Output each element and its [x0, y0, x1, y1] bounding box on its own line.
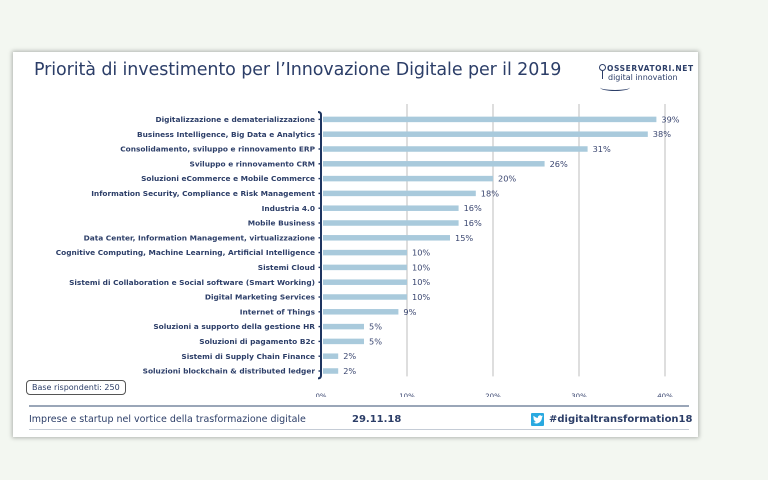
footer-date: 29.11.18 [352, 414, 402, 425]
footer-bottom-rule [29, 429, 689, 430]
x-tick-label: 30% [571, 392, 587, 397]
bar [323, 205, 459, 211]
value-label: 16% [464, 218, 482, 228]
value-label: 10% [412, 248, 430, 258]
slide-title: Priorità di investimento per l’Innovazio… [34, 60, 562, 80]
category-label: Soluzioni di pagamento B2c [199, 337, 315, 346]
value-label: 5% [369, 336, 382, 346]
logo-line1: OSSERVATORI.NET [607, 64, 694, 73]
value-label: 18% [481, 188, 499, 198]
value-label: 39% [661, 114, 679, 124]
bar [323, 131, 648, 137]
location-pin-stem [601, 71, 603, 79]
bar-chart: Digitalizzazione e dematerializzazione Bu… [56, 104, 680, 397]
x-tick-labels: 0% 10% 20% 30% 40% [315, 392, 673, 397]
bar [323, 175, 493, 182]
category-label: Internet of Things [240, 307, 316, 316]
value-label: 5% [369, 322, 382, 332]
category-label: Sistemi di Collaboration e Social softwa… [69, 278, 315, 287]
value-label: 20% [498, 174, 516, 184]
bar [323, 161, 545, 167]
value-label: 38% [653, 129, 671, 139]
category-label: Information Security, Compliance e Risk … [91, 189, 315, 198]
x-tick-label: 10% [399, 392, 415, 397]
logo-swoosh-icon [600, 84, 630, 91]
bar [323, 353, 339, 359]
category-label: Data Center, Information Management, vir… [84, 233, 315, 242]
category-label: Digitalizzazione e dematerializzazione [155, 115, 315, 124]
bar [323, 116, 657, 123]
x-tick-label: 20% [485, 392, 501, 397]
category-labels: Digitalizzazione e dematerializzazione Bu… [56, 115, 316, 376]
category-label: Digital Marketing Services [205, 293, 316, 302]
x-tick-label: 0% [315, 392, 326, 397]
value-label: 16% [464, 203, 482, 213]
value-label: 10% [412, 292, 430, 302]
bar [323, 235, 450, 241]
logo-line2: digital innovation [608, 73, 678, 82]
value-label: 31% [593, 144, 611, 154]
bar [323, 294, 407, 300]
bars [323, 116, 657, 374]
value-labels: 39% 38% 31% 26% 20% 18% 16% 16% 15% 10% 10% 10% 10% 9… [343, 114, 680, 376]
value-label: 10% [412, 262, 430, 272]
category-label: Soluzioni a supporto della gestione HR [153, 322, 315, 331]
footer-text: Imprese e startup nel vortice della tras… [29, 414, 306, 425]
slide: Priorità di investimento per l’Innovazio… [13, 52, 698, 437]
value-label: 10% [412, 277, 430, 287]
value-label: 2% [343, 366, 356, 376]
location-pin-icon [599, 64, 606, 71]
category-label: Soluzioni eCommerce e Mobile Commerce [141, 174, 315, 183]
twitter-icon[interactable] [531, 413, 544, 426]
category-label: Sistemi Cloud [258, 263, 315, 272]
value-label: 15% [455, 233, 473, 243]
bar [323, 309, 399, 315]
bar [323, 190, 476, 197]
value-label: 9% [403, 307, 416, 317]
bar [323, 264, 407, 271]
hashtag-link[interactable]: #digitaltransformation18 [549, 414, 693, 425]
osservatori-logo: OSSERVATORI.NET digital innovation [597, 63, 697, 95]
category-label: Sviluppo e rinnovamento CRM [190, 159, 316, 168]
category-label: Soluzioni blockchain & distributed ledge… [143, 367, 316, 376]
bar [323, 368, 339, 374]
category-label: Consolidamento, sviluppo e rinnovamento … [120, 145, 315, 154]
value-label: 26% [550, 159, 568, 169]
footer-divider [29, 405, 689, 407]
category-label: Cognitive Computing, Machine Learning, A… [56, 248, 315, 257]
y-axis-line [317, 111, 322, 380]
category-label: Industria 4.0 [262, 204, 315, 213]
bar [323, 146, 588, 152]
bar [323, 323, 364, 330]
category-label: Business Intelligence, Big Data e Analyt… [137, 130, 316, 139]
bar [323, 249, 407, 256]
bar [323, 338, 364, 345]
category-label: Mobile Business [248, 219, 316, 228]
x-tick-label: 40% [657, 392, 673, 397]
base-respondents-note: Base rispondenti: 250 [26, 380, 126, 395]
category-label: Sistemi di Supply Chain Finance [181, 352, 315, 361]
bar [323, 220, 459, 226]
y-axis [317, 111, 322, 380]
bar [323, 279, 407, 285]
value-label: 2% [343, 351, 356, 361]
